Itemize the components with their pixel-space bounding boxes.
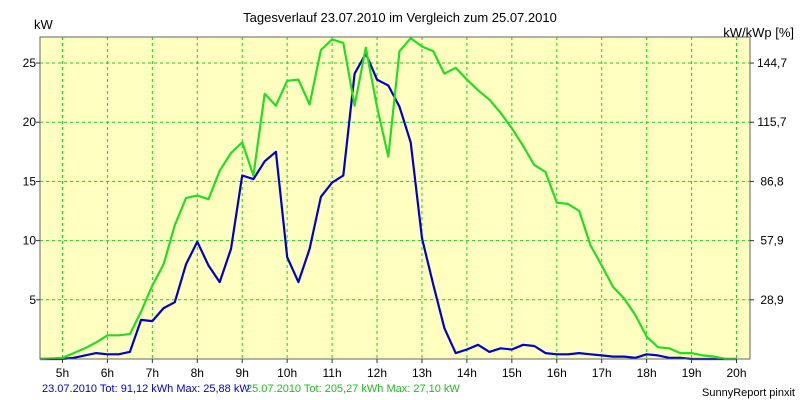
y-tick-label-right: 57,9 [760, 234, 784, 248]
x-tick-label: 6h [101, 366, 114, 380]
x-tick-label: 15h [502, 366, 522, 380]
series-line-2 [39, 37, 737, 361]
x-tick-label: 9h [236, 366, 249, 380]
x-tick-label: 10h [277, 366, 297, 380]
x-tick-label: 8h [191, 366, 204, 380]
x-tick-label: 5h [56, 366, 69, 380]
y-axis-right: 28,9 57,9 86,8 115,7 144,7 [750, 56, 787, 307]
footer-series2-summary: 25.07.2010 Tot: 205,27 kWh Max: 27,10 kW [246, 383, 460, 395]
y-tick-label-right: 115,7 [757, 115, 786, 129]
x-tick-label: 19h [682, 366, 702, 380]
plot-frame [39, 36, 751, 360]
y-tick-label-left: 20 [23, 115, 37, 129]
y-tick-label-left: 5 [29, 293, 36, 307]
x-tick-label: 7h [146, 366, 159, 380]
series-group [39, 37, 737, 361]
y-tick-label-right: 86,8 [760, 174, 784, 188]
x-tick-label: 11h [323, 366, 342, 380]
x-tick-label: 18h [637, 366, 657, 380]
x-axis: 5h 6h 7h 8h 9h 10h 11h 12h 13h 14h 15h 16h 17h 18h 19h… [56, 359, 747, 380]
x-tick-label: 17h [592, 366, 612, 380]
y-tick-label-left: 25 [23, 56, 37, 70]
y-tick-label-left: 10 [23, 234, 37, 248]
y-tick-label-right: 144,7 [757, 56, 787, 70]
footer-series1-summary: 23.07.2010 Tot: 91,12 kWh Max: 25,88 kW [42, 383, 250, 395]
x-tick-label: 16h [547, 366, 567, 380]
footer-source: SunnyReport pinxit [702, 387, 795, 399]
y-axis-left-unit: kW [34, 17, 54, 32]
y-tick-label-right: 28,9 [760, 293, 784, 307]
y-axis-left: 5 10 15 20 25 [23, 56, 40, 307]
y-tick-label-left: 15 [23, 174, 37, 188]
y-axis-right-unit: kW/kWp [%] [723, 25, 794, 40]
grid [40, 37, 750, 359]
chart-title: Tagesverlauf 23.07.2010 im Vergleich zum… [243, 10, 557, 25]
x-tick-label: 12h [367, 366, 387, 380]
x-tick-label: 14h [457, 366, 477, 380]
x-tick-label: 13h [412, 366, 432, 380]
x-tick-label: 20h [727, 366, 747, 380]
